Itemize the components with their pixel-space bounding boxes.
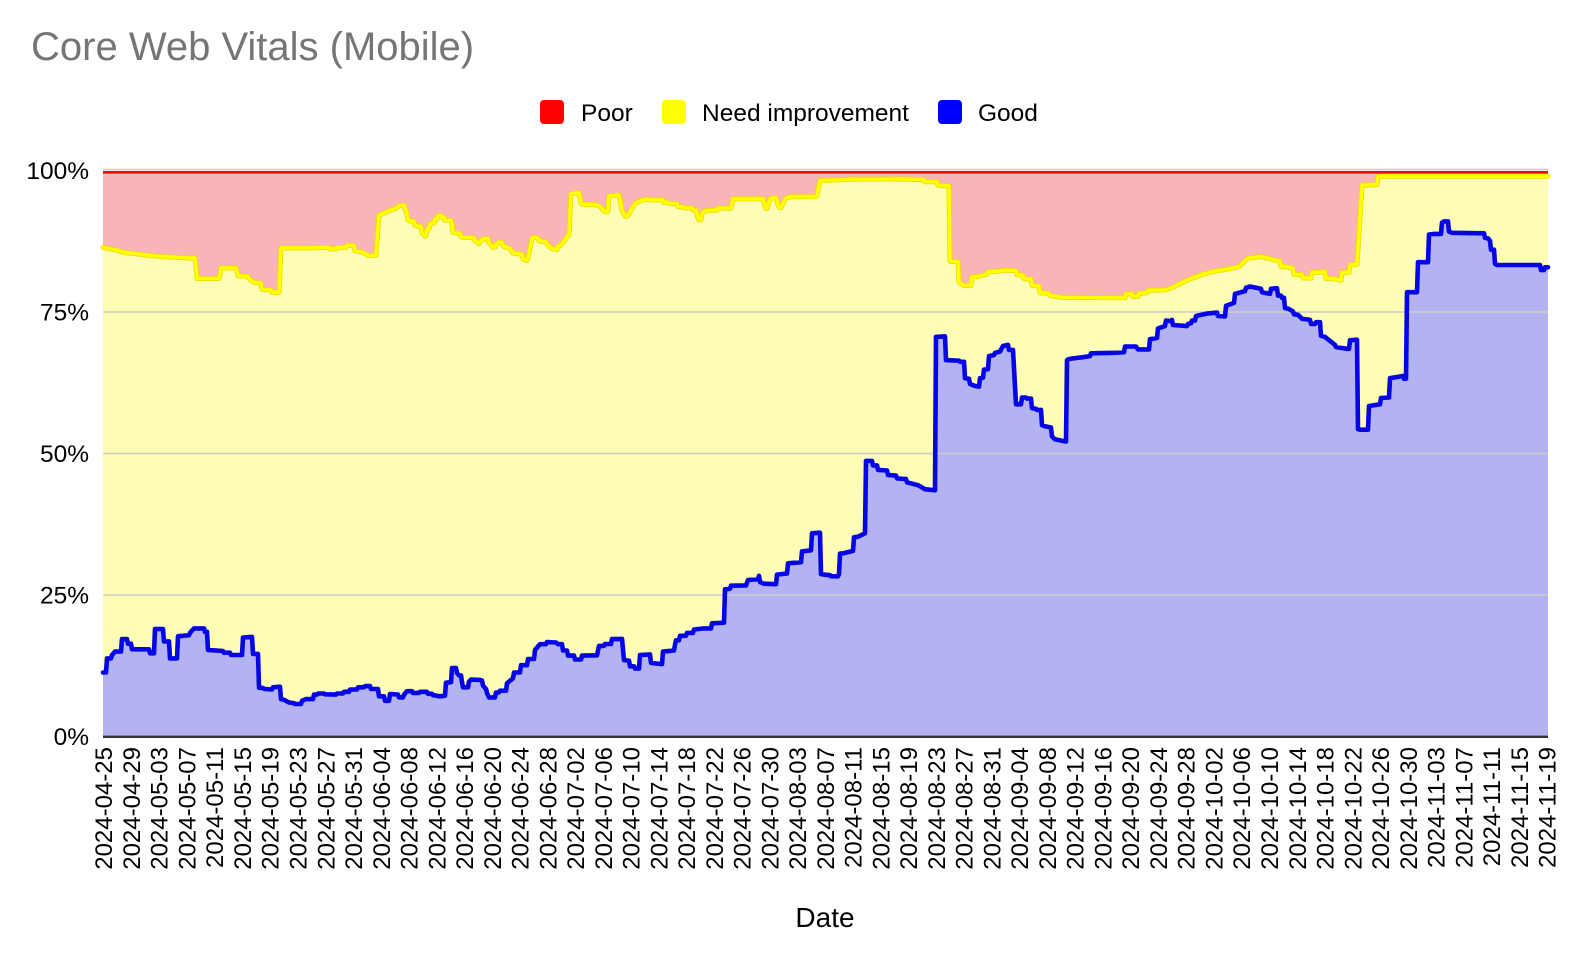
svg-text:2024-10-02: 2024-10-02 <box>1202 747 1229 870</box>
svg-text:2024-04-25: 2024-04-25 <box>91 747 118 870</box>
svg-text:2024-05-07: 2024-05-07 <box>175 747 202 870</box>
svg-text:2024-06-28: 2024-06-28 <box>535 747 562 870</box>
svg-text:2024-08-07: 2024-08-07 <box>813 747 840 870</box>
svg-text:2024-09-16: 2024-09-16 <box>1091 747 1118 870</box>
svg-text:2024-10-26: 2024-10-26 <box>1368 747 1395 870</box>
svg-text:2024-09-28: 2024-09-28 <box>1174 747 1201 870</box>
svg-text:2024-07-14: 2024-07-14 <box>646 747 673 870</box>
svg-text:50%: 50% <box>40 441 89 468</box>
svg-text:2024-09-12: 2024-09-12 <box>1063 747 1090 870</box>
svg-text:Need improvement: Need improvement <box>702 100 909 127</box>
svg-text:2024-09-08: 2024-09-08 <box>1035 747 1062 870</box>
svg-text:Poor: Poor <box>581 100 633 127</box>
svg-text:Core Web Vitals (Mobile): Core Web Vitals (Mobile) <box>31 25 474 69</box>
svg-text:2024-11-03: 2024-11-03 <box>1424 747 1451 868</box>
svg-text:2024-05-15: 2024-05-15 <box>230 747 257 870</box>
svg-text:100%: 100% <box>26 158 89 185</box>
svg-text:Good: Good <box>978 100 1038 127</box>
svg-text:2024-07-30: 2024-07-30 <box>757 747 784 870</box>
svg-text:2024-08-27: 2024-08-27 <box>952 747 979 870</box>
svg-text:2024-08-15: 2024-08-15 <box>868 747 895 870</box>
svg-text:2024-08-19: 2024-08-19 <box>896 747 923 870</box>
svg-text:2024-08-03: 2024-08-03 <box>785 747 812 870</box>
svg-text:2024-05-31: 2024-05-31 <box>341 747 368 870</box>
svg-text:2024-11-07: 2024-11-07 <box>1451 747 1478 868</box>
svg-text:2024-10-10: 2024-10-10 <box>1257 747 1284 870</box>
svg-text:2024-07-06: 2024-07-06 <box>591 747 618 870</box>
svg-text:2024-10-30: 2024-10-30 <box>1396 747 1423 870</box>
svg-text:2024-08-31: 2024-08-31 <box>979 747 1006 870</box>
svg-text:2024-07-02: 2024-07-02 <box>563 747 590 870</box>
svg-text:2024-10-06: 2024-10-06 <box>1229 747 1256 870</box>
svg-text:2024-06-24: 2024-06-24 <box>508 747 535 870</box>
svg-text:2024-11-19: 2024-11-19 <box>1535 747 1562 868</box>
svg-text:2024-04-29: 2024-04-29 <box>119 747 146 870</box>
svg-text:2024-09-04: 2024-09-04 <box>1007 747 1034 870</box>
svg-text:2024-06-16: 2024-06-16 <box>452 747 479 870</box>
svg-text:2024-08-23: 2024-08-23 <box>924 747 951 870</box>
svg-text:2024-07-22: 2024-07-22 <box>702 747 729 870</box>
svg-text:2024-05-27: 2024-05-27 <box>313 747 340 870</box>
svg-text:2024-06-12: 2024-06-12 <box>424 747 451 870</box>
svg-text:2024-05-11: 2024-05-11 <box>202 747 229 868</box>
svg-text:2024-05-03: 2024-05-03 <box>147 747 174 870</box>
svg-text:2024-07-18: 2024-07-18 <box>674 747 701 870</box>
svg-text:2024-09-20: 2024-09-20 <box>1118 747 1145 870</box>
svg-text:2024-06-08: 2024-06-08 <box>397 747 424 870</box>
svg-text:2024-09-24: 2024-09-24 <box>1146 747 1173 870</box>
svg-text:2024-10-14: 2024-10-14 <box>1285 747 1312 870</box>
svg-text:2024-05-23: 2024-05-23 <box>286 747 313 870</box>
svg-text:2024-11-15: 2024-11-15 <box>1507 747 1534 868</box>
svg-text:2024-08-11: 2024-08-11 <box>841 747 868 868</box>
svg-text:2024-10-22: 2024-10-22 <box>1340 747 1367 870</box>
svg-text:0%: 0% <box>54 724 89 751</box>
svg-text:25%: 25% <box>40 583 89 610</box>
svg-text:2024-06-04: 2024-06-04 <box>369 747 396 870</box>
svg-text:2024-05-19: 2024-05-19 <box>258 747 285 870</box>
svg-text:2024-07-10: 2024-07-10 <box>619 747 646 870</box>
svg-text:2024-11-11: 2024-11-11 <box>1479 747 1506 866</box>
svg-text:2024-06-20: 2024-06-20 <box>480 747 507 870</box>
svg-text:2024-07-26: 2024-07-26 <box>730 747 757 870</box>
svg-text:2024-10-18: 2024-10-18 <box>1313 747 1340 870</box>
svg-text:75%: 75% <box>40 300 89 327</box>
svg-text:Date: Date <box>795 902 854 933</box>
